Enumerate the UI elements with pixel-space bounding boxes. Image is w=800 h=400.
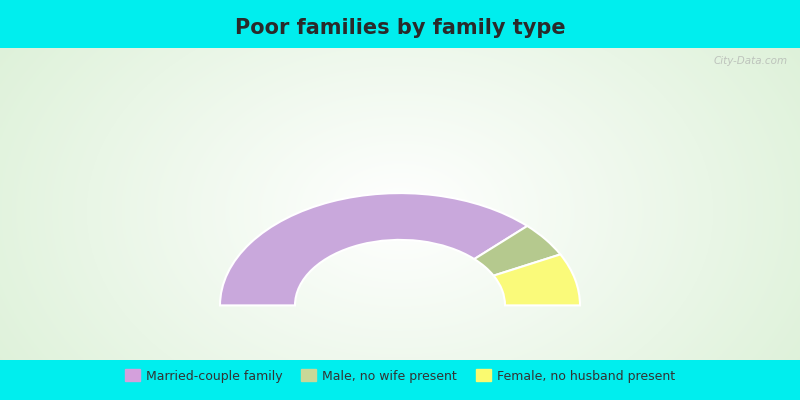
Wedge shape xyxy=(220,193,527,306)
Text: Poor families by family type: Poor families by family type xyxy=(234,18,566,38)
Legend: Married-couple family, Male, no wife present, Female, no husband present: Married-couple family, Male, no wife pre… xyxy=(120,364,680,388)
Wedge shape xyxy=(494,254,580,306)
Wedge shape xyxy=(474,226,560,276)
Text: City-Data.com: City-Data.com xyxy=(714,56,787,66)
